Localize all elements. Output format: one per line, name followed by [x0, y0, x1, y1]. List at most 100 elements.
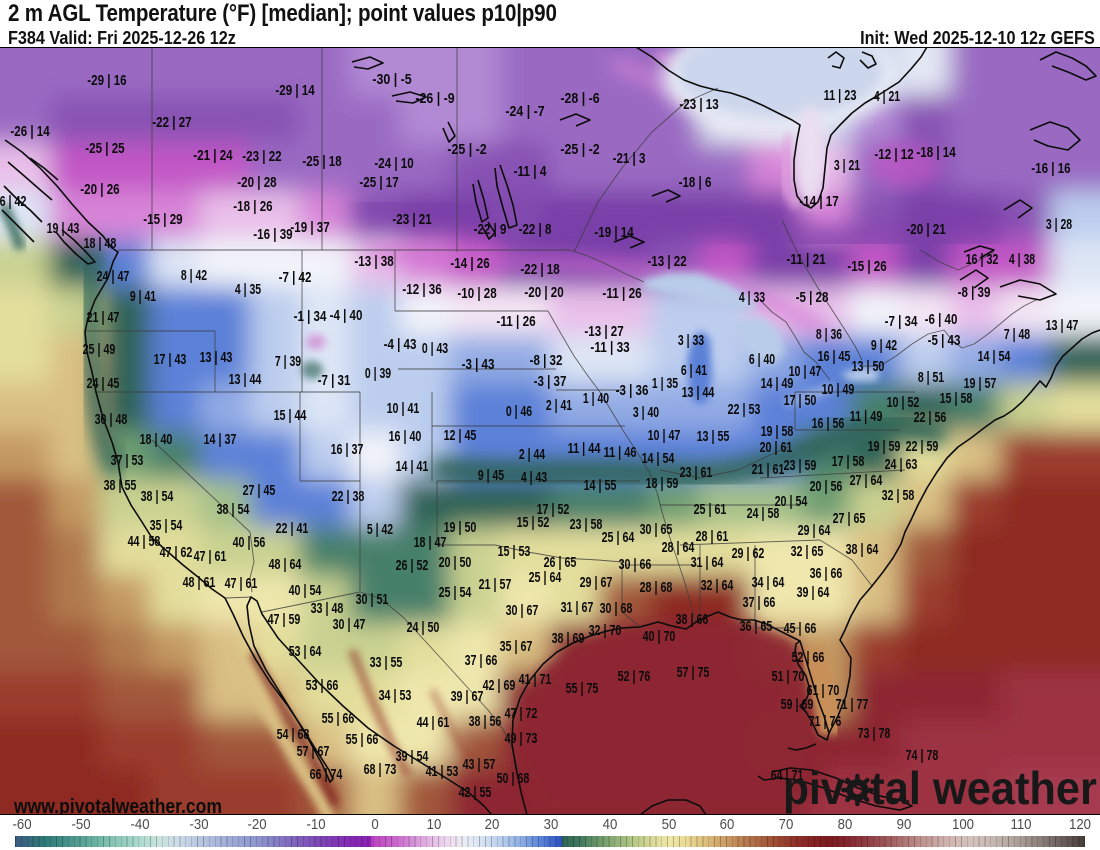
svg-text:-29 | 14: -29 | 14	[275, 83, 314, 99]
svg-text:15 | 52: 15 | 52	[517, 515, 550, 531]
svg-text:6 | 40: 6 | 40	[749, 352, 775, 368]
svg-text:19 | 50: 19 | 50	[444, 520, 477, 536]
svg-text:-22 | 8: -22 | 8	[519, 222, 552, 238]
svg-text:47 | 61: 47 | 61	[194, 549, 227, 565]
svg-text:0 | 43: 0 | 43	[422, 341, 448, 357]
svg-text:10 | 52: 10 | 52	[887, 395, 920, 411]
svg-text:32 | 58: 32 | 58	[882, 488, 915, 504]
svg-text:38 | 69: 38 | 69	[552, 631, 585, 647]
svg-text:54 | 68: 54 | 68	[277, 727, 310, 743]
svg-text:2 | 41: 2 | 41	[546, 398, 572, 414]
svg-text:9 | 45: 9 | 45	[478, 468, 504, 484]
svg-text:-12 | 12: -12 | 12	[874, 147, 913, 163]
svg-text:33 | 48: 33 | 48	[311, 601, 344, 617]
svg-text:15 | 44: 15 | 44	[274, 408, 307, 424]
svg-text:22 | 53: 22 | 53	[728, 402, 761, 418]
svg-text:4 | 38: 4 | 38	[1009, 252, 1035, 268]
svg-text:35 | 54: 35 | 54	[150, 518, 183, 534]
svg-text:4 | 33: 4 | 33	[739, 290, 765, 306]
svg-text:tal weather: tal weather	[870, 762, 1097, 814]
svg-text:17 | 58: 17 | 58	[832, 454, 865, 470]
svg-text:30 | 67: 30 | 67	[506, 603, 539, 619]
svg-text:-15 | 29: -15 | 29	[143, 212, 182, 228]
svg-text:-20 | 21: -20 | 21	[906, 222, 945, 238]
svg-text:21 | 61: 21 | 61	[752, 462, 785, 478]
svg-text:30 | 66: 30 | 66	[619, 557, 652, 573]
svg-text:11 | 44: 11 | 44	[568, 441, 601, 457]
svg-text:37 | 53: 37 | 53	[111, 453, 144, 469]
svg-text:32 | 64: 32 | 64	[701, 578, 734, 594]
svg-text:24 | 50: 24 | 50	[407, 620, 440, 636]
svg-text:38 | 54: 38 | 54	[141, 489, 174, 505]
svg-text:25 | 61: 25 | 61	[694, 502, 727, 518]
svg-text:53 | 64: 53 | 64	[289, 644, 322, 660]
svg-text:30 | 47: 30 | 47	[333, 617, 366, 633]
svg-text:23 | 59: 23 | 59	[784, 458, 817, 474]
svg-text:53 | 66: 53 | 66	[306, 678, 339, 694]
svg-text:52 | 76: 52 | 76	[618, 669, 651, 685]
svg-text:31 | 64: 31 | 64	[691, 555, 724, 571]
svg-text:39 | 67: 39 | 67	[451, 689, 484, 705]
svg-text:31 | 67: 31 | 67	[561, 600, 594, 616]
svg-text:14 | 41: 14 | 41	[396, 459, 429, 475]
svg-text:www.pivotalweather.com: www.pivotalweather.com	[13, 796, 222, 815]
svg-text:17 | 50: 17 | 50	[784, 393, 817, 409]
svg-text:-3 | 37: -3 | 37	[534, 374, 567, 390]
svg-text:-23 | 22: -23 | 22	[242, 149, 281, 165]
svg-text:55 | 66: 55 | 66	[346, 732, 379, 748]
svg-text:18 | 59: 18 | 59	[646, 476, 679, 492]
svg-text:13 | 50: 13 | 50	[852, 359, 885, 375]
svg-text:1 | 35: 1 | 35	[652, 376, 678, 392]
svg-text:68 | 73: 68 | 73	[364, 762, 397, 778]
svg-text:3 | 33: 3 | 33	[678, 333, 704, 349]
svg-text:-6 | 40: -6 | 40	[925, 312, 958, 328]
svg-text:25 | 64: 25 | 64	[529, 570, 562, 586]
svg-text:-24 | 10: -24 | 10	[374, 156, 413, 172]
svg-text:-14 | 26: -14 | 26	[450, 256, 489, 272]
svg-text:59 | 69: 59 | 69	[781, 697, 814, 713]
svg-text:-11 | 33: -11 | 33	[590, 340, 629, 356]
svg-text:24 | 47: 24 | 47	[97, 269, 130, 285]
svg-text:12 | 45: 12 | 45	[444, 428, 477, 444]
svg-text:47 | 72: 47 | 72	[505, 706, 538, 722]
svg-text:-12 | 36: -12 | 36	[402, 282, 441, 298]
svg-text:-20 | 20: -20 | 20	[524, 285, 563, 301]
svg-text:3 | 40: 3 | 40	[633, 405, 659, 421]
svg-text:30 | 65: 30 | 65	[640, 522, 673, 538]
svg-text:24 | 58: 24 | 58	[747, 506, 780, 522]
svg-text:44 | 58: 44 | 58	[128, 534, 161, 550]
svg-text:4 | 35: 4 | 35	[235, 282, 261, 298]
svg-text:38 | 66: 38 | 66	[676, 612, 709, 628]
svg-text:0 | 39: 0 | 39	[365, 366, 391, 382]
svg-text:32 | 70: 32 | 70	[589, 623, 622, 639]
svg-text:40 | 56: 40 | 56	[233, 535, 266, 551]
svg-text:-24 | -7: -24 | -7	[505, 104, 544, 120]
svg-text:74 | 78: 74 | 78	[906, 748, 939, 764]
svg-text:20 | 54: 20 | 54	[775, 494, 808, 510]
svg-text:27 | 45: 27 | 45	[243, 483, 276, 499]
svg-text:13 | 44: 13 | 44	[229, 372, 262, 388]
svg-text:19 | 43: 19 | 43	[47, 221, 80, 237]
svg-text:6 | 41: 6 | 41	[681, 363, 707, 379]
svg-text:8 | 36: 8 | 36	[816, 327, 842, 343]
svg-text:24 | 63: 24 | 63	[885, 457, 918, 473]
svg-text:25 | 64: 25 | 64	[602, 530, 635, 546]
svg-text:-20 | 26: -20 | 26	[80, 182, 119, 198]
svg-text:8 | 51: 8 | 51	[918, 370, 944, 386]
svg-text:-4 | 40: -4 | 40	[330, 308, 363, 324]
svg-text:32 | 65: 32 | 65	[791, 544, 824, 560]
svg-text:14 | 55: 14 | 55	[584, 478, 617, 494]
svg-text:13 | 43: 13 | 43	[200, 350, 233, 366]
svg-text:50 | 68: 50 | 68	[497, 771, 530, 787]
svg-text:-20 | 28: -20 | 28	[237, 175, 276, 191]
svg-text:47 | 62: 47 | 62	[160, 545, 193, 561]
svg-text:28 | 68: 28 | 68	[640, 580, 673, 596]
svg-text:27 | 64: 27 | 64	[850, 473, 883, 489]
svg-text:44 | 61: 44 | 61	[417, 715, 450, 731]
svg-text:-1 | 34: -1 | 34	[294, 309, 327, 325]
svg-text:71 | 76: 71 | 76	[809, 714, 842, 730]
svg-text:16 | 42: 16 | 42	[0, 194, 26, 210]
svg-text:52 | 66: 52 | 66	[792, 650, 825, 666]
svg-text:16 | 45: 16 | 45	[818, 349, 851, 365]
svg-text:28 | 61: 28 | 61	[696, 529, 729, 545]
